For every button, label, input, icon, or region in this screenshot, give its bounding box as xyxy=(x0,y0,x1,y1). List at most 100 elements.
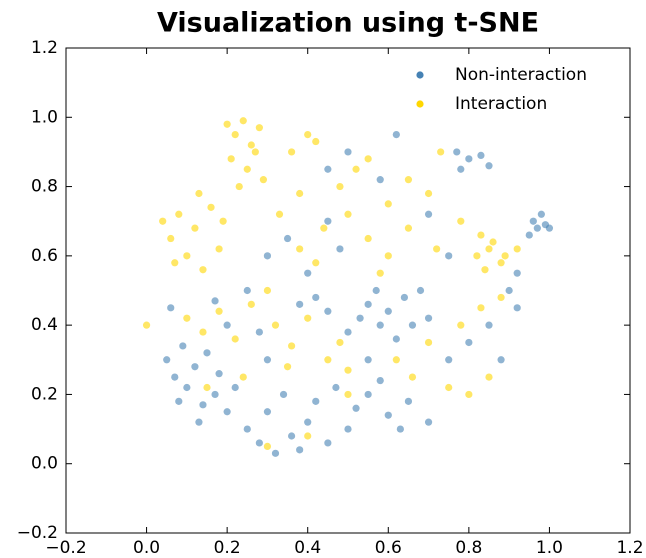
point xyxy=(465,338,473,347)
point xyxy=(376,176,384,184)
point xyxy=(195,418,203,426)
point xyxy=(537,210,545,218)
point xyxy=(239,373,247,381)
point xyxy=(485,245,493,253)
point xyxy=(513,304,521,312)
point xyxy=(481,266,489,274)
x-tick-label: 0.4 xyxy=(294,538,321,558)
point xyxy=(296,446,304,454)
point xyxy=(392,131,400,139)
point xyxy=(465,390,473,399)
point xyxy=(324,217,332,225)
point xyxy=(179,342,187,350)
point xyxy=(445,383,453,392)
point xyxy=(296,300,304,308)
point xyxy=(485,321,493,329)
point xyxy=(199,266,207,274)
point xyxy=(408,321,417,329)
point xyxy=(376,376,384,385)
point xyxy=(243,286,251,295)
x-tick-label: 0.6 xyxy=(375,538,402,558)
point xyxy=(344,148,352,156)
point xyxy=(142,321,151,329)
point xyxy=(336,338,344,347)
point xyxy=(243,425,251,433)
point xyxy=(465,155,473,163)
point xyxy=(312,137,320,146)
point xyxy=(404,176,413,184)
point xyxy=(408,373,417,381)
point xyxy=(304,269,312,277)
point xyxy=(279,390,288,399)
point xyxy=(288,432,296,440)
point xyxy=(215,307,223,315)
point xyxy=(271,321,280,329)
point xyxy=(263,442,272,450)
point xyxy=(296,245,304,253)
point xyxy=(239,117,247,125)
x-tick-label: 0.8 xyxy=(455,538,482,558)
point xyxy=(400,293,408,302)
point xyxy=(227,155,235,163)
point xyxy=(175,210,183,218)
point xyxy=(231,131,239,139)
point xyxy=(505,286,513,295)
point xyxy=(223,321,231,329)
y-tick-label: 1.0 xyxy=(31,107,58,127)
point xyxy=(473,252,481,260)
point xyxy=(271,449,280,457)
point xyxy=(513,269,521,277)
point xyxy=(171,373,179,381)
point xyxy=(324,165,332,173)
point xyxy=(304,131,312,139)
point xyxy=(199,328,207,336)
point xyxy=(392,356,400,364)
legend-marker xyxy=(416,71,424,79)
point xyxy=(384,411,392,419)
point xyxy=(392,335,400,343)
point xyxy=(171,259,179,267)
point xyxy=(372,286,380,295)
point xyxy=(529,217,537,225)
point xyxy=(203,349,211,357)
legend-label: Interaction xyxy=(455,94,547,114)
point xyxy=(288,148,296,156)
point xyxy=(263,286,272,295)
y-tick-label: 0.2 xyxy=(31,384,58,404)
point xyxy=(352,404,360,412)
point xyxy=(336,245,344,253)
point xyxy=(344,366,352,374)
y-tick-label: −0.2 xyxy=(17,523,58,543)
point xyxy=(364,234,372,243)
point xyxy=(424,314,433,322)
point xyxy=(183,383,191,392)
point xyxy=(304,432,312,440)
point xyxy=(501,252,509,260)
point xyxy=(207,203,215,211)
point xyxy=(545,224,554,232)
point xyxy=(263,408,272,416)
point xyxy=(247,141,255,149)
point xyxy=(513,245,521,253)
point xyxy=(457,217,465,225)
plot-frame xyxy=(65,47,631,534)
point xyxy=(183,314,191,322)
point xyxy=(344,210,352,218)
point xyxy=(445,356,453,364)
x-tick-label: 0.0 xyxy=(133,538,160,558)
point xyxy=(211,390,219,399)
point xyxy=(304,314,312,322)
legend-label: Non-interaction xyxy=(455,65,587,85)
point xyxy=(477,304,485,312)
point xyxy=(243,165,251,173)
point xyxy=(424,210,433,218)
y-tick-label: 0.8 xyxy=(31,177,58,197)
point xyxy=(457,321,465,329)
point xyxy=(191,363,199,371)
point xyxy=(195,189,203,198)
point xyxy=(312,293,320,302)
point xyxy=(191,224,199,232)
point xyxy=(159,217,167,225)
point xyxy=(215,245,223,253)
x-tick-label: −0.2 xyxy=(45,538,86,558)
